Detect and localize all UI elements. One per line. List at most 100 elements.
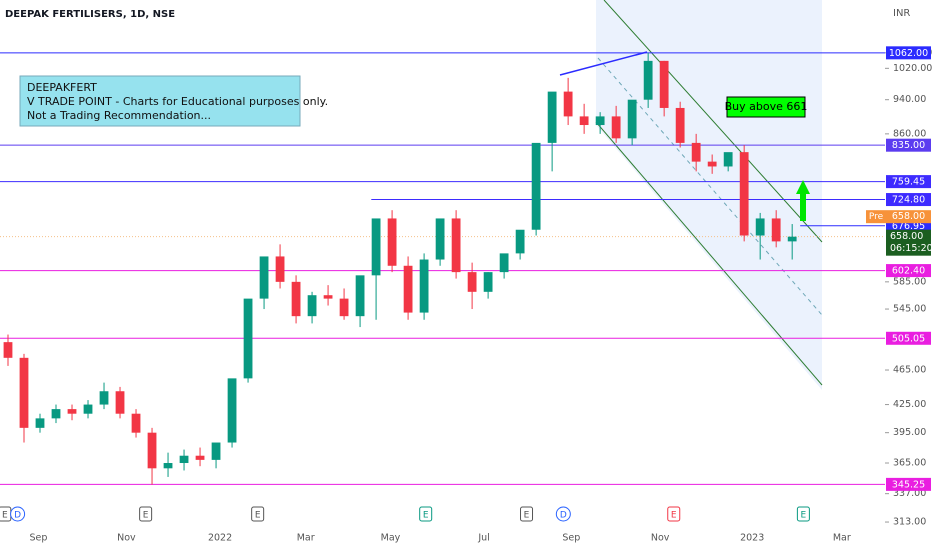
candle-body (675, 107, 685, 143)
price-box (886, 46, 931, 60)
note-line: Not a Trading Recommendation... (27, 109, 211, 122)
y-tick-label: 585.00 (893, 276, 926, 287)
event-label: E (2, 511, 8, 521)
x-tick-label: Mar (297, 533, 315, 544)
y-tick-label: 465.00 (893, 365, 926, 376)
event-icon (139, 506, 153, 522)
y-tick-label: 365.00 (893, 458, 926, 469)
event-label: D (14, 511, 21, 521)
candle-body (787, 236, 797, 242)
candle-body (163, 463, 173, 469)
candle-body (355, 275, 365, 317)
candle-body (3, 342, 13, 358)
event-label: E (524, 511, 530, 521)
candle-body (147, 432, 157, 469)
candle-body (35, 418, 45, 428)
y-tick-label: 395.00 (893, 427, 926, 438)
candle-body (499, 253, 509, 273)
event-icon (555, 506, 571, 522)
candle-body (659, 60, 669, 108)
event-icon (667, 506, 681, 522)
y-tick-label: 425.00 (893, 399, 926, 410)
candle-body (51, 409, 61, 419)
levels (0, 52, 885, 485)
candle-body (19, 357, 29, 428)
price-box (886, 138, 931, 152)
x-tick-label: Mar (833, 533, 851, 544)
candle-body (755, 218, 765, 236)
candle-body (403, 265, 413, 313)
candle-body (435, 218, 445, 260)
event-label: D (560, 511, 567, 521)
countdown: 06:15:20 (890, 243, 932, 254)
x-tick-label: May (381, 533, 401, 544)
arrow-head (796, 180, 810, 194)
event-label: E (423, 511, 429, 521)
candle-body (387, 218, 397, 266)
price-boxes: 1062.00 835.00 759.45 724.80 676.95 602.40 505… (866, 46, 932, 491)
candle-body (83, 404, 93, 414)
event-label: E (255, 511, 261, 521)
candle-body (275, 256, 285, 282)
candle-body (707, 161, 717, 167)
candle-body (195, 455, 205, 460)
buy-note: Buy above 661 (725, 100, 808, 113)
candle-body (691, 142, 701, 162)
channel-lower (595, 121, 823, 386)
y-tick-label: 1020.00 (893, 63, 932, 74)
candle-body (563, 91, 573, 117)
x-tick-label: Jul (477, 533, 489, 544)
x-tick-label: Sep (29, 533, 47, 544)
x-tick-label: 2022 (208, 533, 232, 544)
pre-price-box (886, 210, 931, 224)
event-icon (419, 506, 433, 522)
event-icon (796, 506, 810, 522)
currency: INR (893, 8, 910, 19)
candle-body (67, 409, 77, 414)
candle-body (547, 91, 557, 143)
arrow-shaft (800, 193, 806, 221)
candles (3, 52, 797, 485)
candle-body (211, 442, 221, 460)
event-label: E (801, 511, 807, 521)
candle-body (579, 116, 589, 126)
y-tick-label: 337.00 (893, 488, 926, 499)
y-tick-label: 545.00 (893, 304, 926, 315)
price-box (886, 264, 931, 278)
candle-body (419, 259, 429, 313)
candle-body (595, 116, 605, 126)
note-line: DEEPAKFERT (27, 81, 97, 94)
candle-body (243, 298, 253, 379)
note-line: V TRADE POINT - Charts for Educational p… (27, 95, 328, 108)
candle-body (515, 229, 525, 254)
last-price-label: 658.00 (890, 231, 923, 242)
candle-body (115, 391, 125, 414)
candle-body (227, 378, 237, 443)
x-tick-label: Nov (117, 533, 136, 544)
price-box (886, 175, 931, 189)
candle-body (99, 391, 109, 405)
candle-body (771, 218, 781, 242)
pre-price-label: 658.00 (892, 211, 925, 222)
event-icon (10, 506, 26, 522)
candle-body (611, 116, 621, 139)
price-box-label: 602.40 (892, 266, 925, 277)
candle-body (307, 295, 317, 317)
pre-tag (866, 210, 886, 224)
price-box-label: 835.00 (892, 140, 925, 151)
last-price-box (886, 229, 931, 256)
candle-body (627, 99, 637, 139)
price-box-label: 724.80 (892, 195, 925, 206)
candle-body (739, 152, 749, 236)
chart-title: DEEPAK FERTILISERS, 1D, NSE (5, 9, 175, 20)
candle-body (483, 272, 493, 292)
y-tick-label: 313.00 (893, 517, 926, 528)
event-label: E (143, 511, 149, 521)
y-tick-label: 860.00 (893, 128, 926, 139)
candle-body (291, 281, 301, 317)
arrow (796, 180, 810, 221)
pre-tag-label: Pre (869, 212, 884, 222)
price-axis: 1062.00 1020.00 940.00 860.00 585.00 545.00 46… (0, 47, 932, 544)
y-tick-label: 940.00 (893, 94, 926, 105)
